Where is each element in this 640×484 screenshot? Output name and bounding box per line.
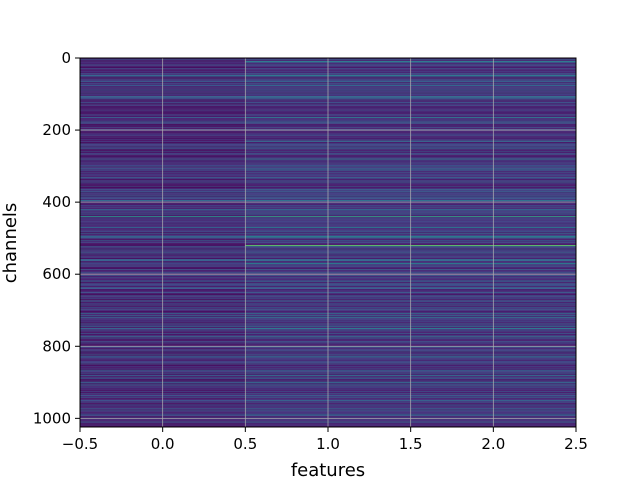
x-tick-label: −0.5: [62, 435, 98, 453]
x-tick-label: 0.5: [233, 435, 257, 453]
x-tick-label: 0.0: [151, 435, 175, 453]
y-tick-label: 0: [61, 49, 71, 67]
y-axis: 0 200 400 600 800 1000: [33, 49, 80, 427]
y-tick-label: 1000: [33, 409, 71, 427]
x-tick-label: 2.0: [481, 435, 505, 453]
y-tick-label: 200: [42, 121, 71, 139]
x-axis: −0.5 0.0 0.5 1.0 1.5 2.0 2.5: [62, 427, 588, 453]
y-tick-label: 400: [42, 193, 71, 211]
x-tick-label: 2.5: [564, 435, 588, 453]
y-tick-label: 600: [42, 265, 71, 283]
y-tick-label: 800: [42, 337, 71, 355]
x-axis-label: features: [291, 460, 365, 480]
grid-lines: [80, 58, 576, 427]
x-tick-label: 1.5: [399, 435, 423, 453]
x-tick-label: 1.0: [316, 435, 340, 453]
y-axis-label: channels: [0, 203, 21, 284]
